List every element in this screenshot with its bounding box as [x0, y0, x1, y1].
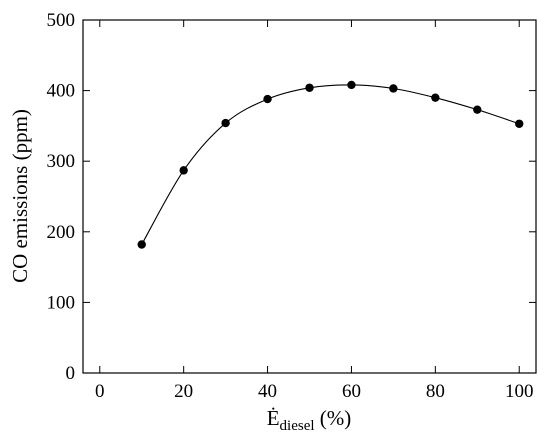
x-axis-title: Ėdiesel (%) [267, 406, 352, 434]
y-axis-title: CO emissions (ppm) [8, 109, 32, 283]
data-point [515, 119, 524, 128]
x-tick-label: 0 [95, 381, 105, 402]
axis-ticks [83, 19, 536, 374]
x-tick-label: 20 [174, 381, 193, 402]
x-axis-subscript: diesel [280, 418, 315, 434]
data-point [137, 240, 146, 249]
y-tick-label: 200 [47, 222, 76, 243]
y-tick-label: 500 [47, 10, 76, 31]
x-tick-label: 100 [505, 381, 534, 402]
y-tick-label: 100 [47, 292, 76, 313]
x-tick-label: 80 [426, 381, 445, 402]
data-point [179, 166, 188, 175]
data-points [137, 80, 524, 249]
x-axis-unit: (%) [315, 406, 352, 430]
plot-frame [82, 19, 537, 374]
y-tick-label: 0 [66, 363, 76, 384]
data-point [221, 118, 230, 128]
x-tick-label: 60 [342, 381, 361, 402]
axis-tick-labels: 0 20 40 60 80 100 0 100 200 300 400 500 [47, 10, 534, 402]
x-axis-symbol: Ė [267, 406, 280, 430]
x-tick-label: 40 [258, 381, 277, 402]
data-point [431, 93, 440, 102]
fit-curve [141, 84, 520, 245]
data-point [263, 94, 272, 104]
y-tick-label: 300 [47, 151, 76, 172]
data-point [305, 83, 314, 92]
data-point [473, 105, 482, 114]
data-point [347, 80, 356, 90]
y-tick-label: 400 [47, 81, 76, 102]
data-point [389, 84, 398, 93]
